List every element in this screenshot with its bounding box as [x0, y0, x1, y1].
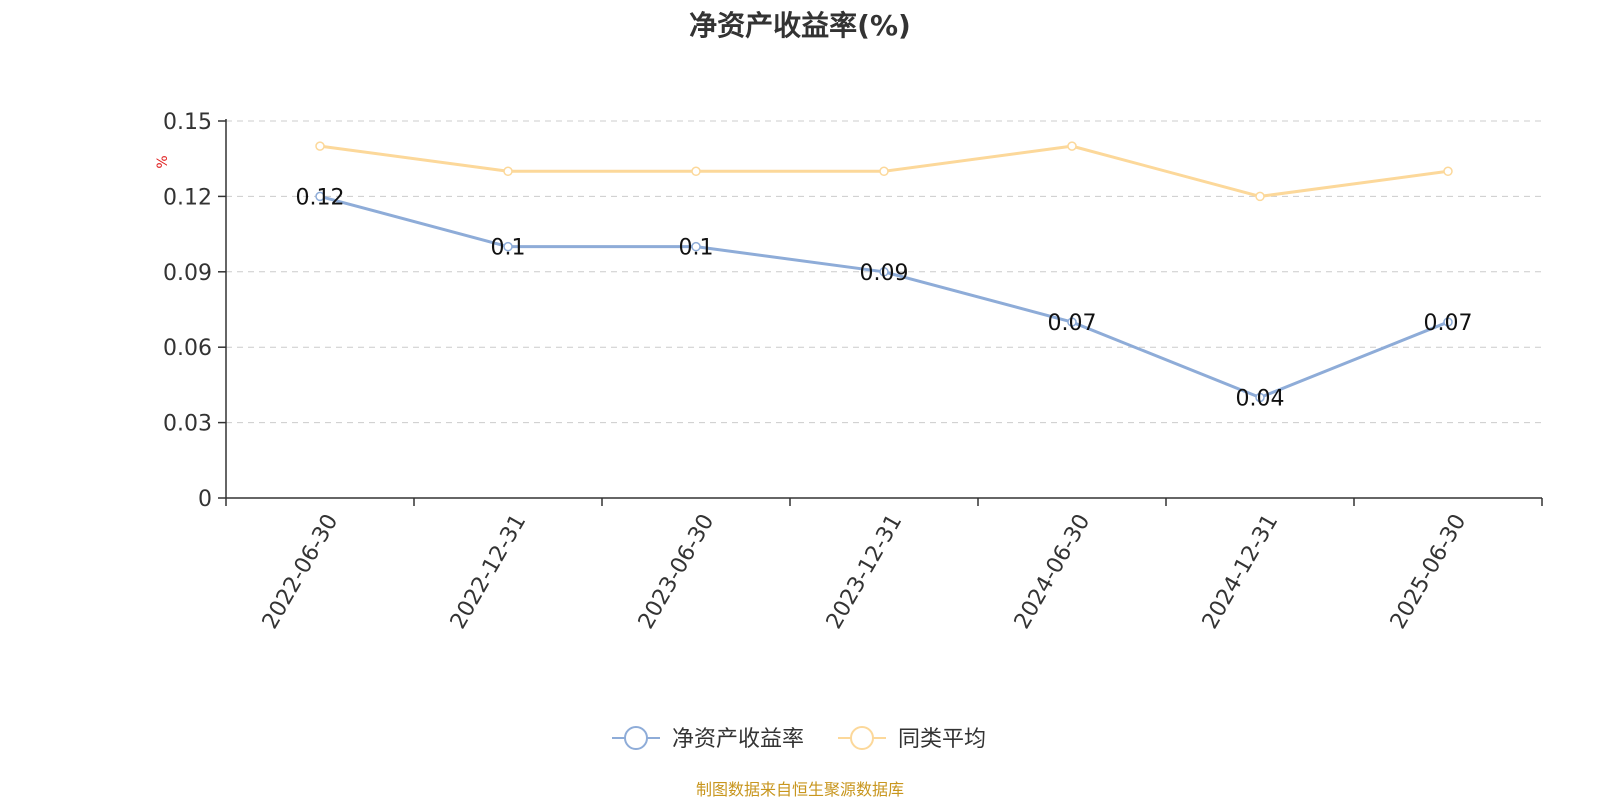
y-tick-label: 0.12 [163, 185, 212, 210]
y-axis-label: % [155, 155, 171, 168]
data-point [1067, 317, 1077, 327]
x-tick-label: 2024-06-30 [1010, 510, 1096, 633]
data-point [503, 166, 513, 177]
data-label: 0.04 [1236, 386, 1285, 411]
source-note: 制图数据来自恒生聚源数据库 [695, 780, 904, 799]
legend-swatch-marker [624, 726, 648, 750]
data-point [1255, 191, 1265, 202]
data-label: 0.07 [1048, 311, 1097, 336]
y-tick-label: 0 [198, 487, 212, 512]
x-tick-label: 2022-12-31 [446, 510, 532, 633]
legend: 净资产收益率 同类平均 [612, 726, 986, 752]
data-point [691, 166, 701, 177]
chart-title: 净资产收益率(%) [689, 9, 911, 42]
x-tick-label: 2023-06-30 [634, 510, 720, 633]
legend-label: 净资产收益率 [672, 727, 804, 752]
y-tick-label: 0.15 [163, 110, 212, 135]
data-point [879, 267, 889, 277]
data-point [1443, 166, 1453, 177]
data-point [879, 166, 889, 177]
x-tick-label: 2022-06-30 [258, 510, 344, 633]
data-point [315, 191, 325, 202]
data-label: 0.09 [860, 261, 909, 286]
data-point [1443, 317, 1453, 327]
legend-label: 同类平均 [898, 727, 986, 752]
y-tick-label: 0.06 [163, 336, 212, 361]
x-tick-label: 2024-12-31 [1198, 510, 1284, 633]
data-point [1067, 141, 1077, 151]
data-label: 0.1 [491, 236, 526, 261]
x-axis: 2022-06-30 2022-12-31 2023-06-30 2023-12-31… [225, 497, 1543, 633]
data-point [503, 241, 513, 252]
y-tick-label: 0.03 [163, 412, 212, 437]
x-tick-label: 2023-12-31 [822, 510, 908, 633]
series-line [319, 194, 1449, 399]
data-label: 0.07 [1424, 311, 1473, 336]
y-axis: 0 0.03 0.06 0.09 0.12 0.15% [155, 110, 227, 512]
data-point [315, 141, 325, 151]
legend-swatch-marker [850, 726, 874, 750]
x-tick-label: 2025-06-30 [1386, 510, 1472, 633]
data-point [691, 241, 701, 252]
series-layer [315, 141, 1453, 403]
data-label: 0.1 [679, 236, 714, 261]
data-label: 0.12 [296, 185, 345, 210]
y-tick-label: 0.09 [163, 261, 212, 286]
data-point [1255, 392, 1265, 403]
data-labels: 0.12 0.1 0.1 0.09 0.07 0.04 0.07 [296, 185, 1473, 411]
